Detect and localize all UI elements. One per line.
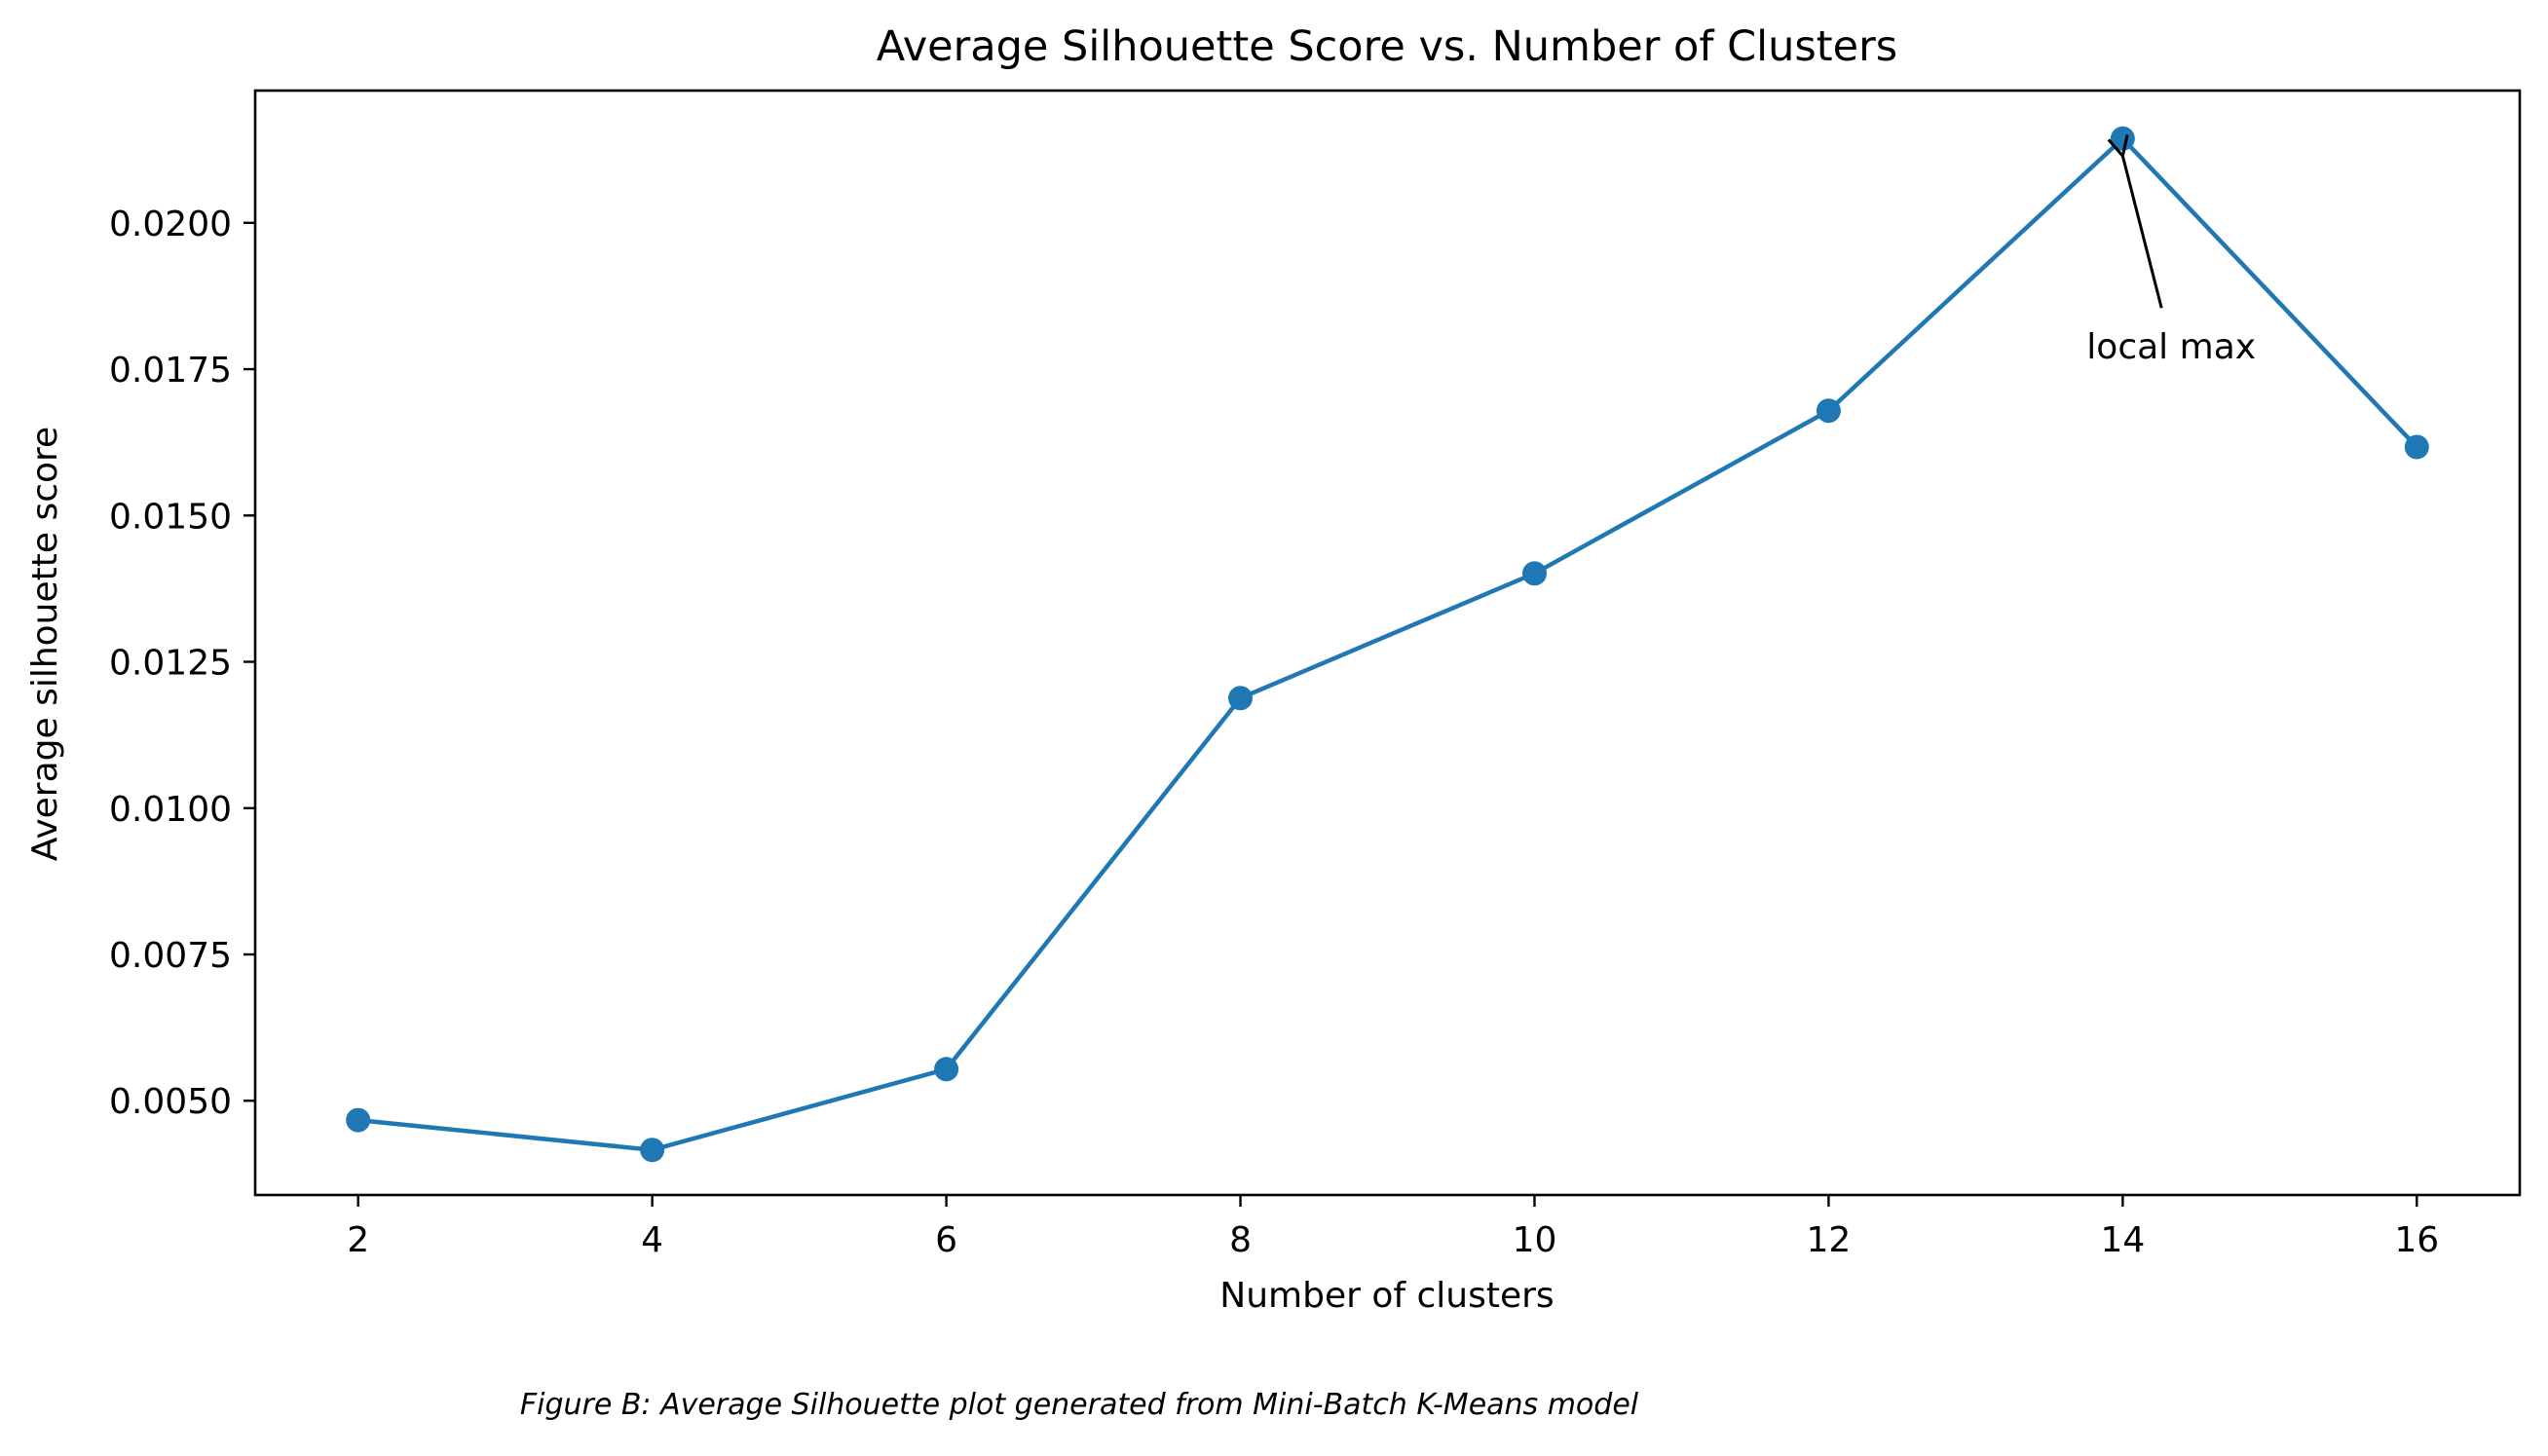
series-line [357,136,2418,1152]
y-tick-label: 0.0100 [109,790,232,830]
y-tick-label: 0.0125 [109,644,232,684]
annotation-arrow [2122,156,2163,309]
data-point [934,1057,959,1082]
annotation-label: local max [2086,327,2256,367]
x-tick-label: 4 [641,1220,663,1260]
y-axis-ticks: 0.0050 0.0075 0.0100 0.0125 0.0150 0.0175 0.02… [109,205,255,1122]
x-tick-label: 2 [347,1220,369,1260]
x-tick-label: 8 [1229,1220,1252,1260]
data-point [1816,398,1841,424]
x-tick-label: 12 [1807,1220,1852,1260]
chart-title: Average Silhouette Score vs. Number of C… [877,22,1897,71]
y-tick-label: 0.0075 [109,936,232,976]
data-point [2110,126,2135,151]
figure-caption: Figure B: Average Silhouette plot genera… [520,1388,1639,1422]
x-axis-ticks: 2 4 6 8 10 12 14 16 [347,1195,2439,1260]
y-tick-label: 0.0175 [109,351,232,391]
x-tick-label: 10 [1513,1220,1557,1260]
x-tick-label: 6 [935,1220,957,1260]
annotation: local max [2086,156,2256,367]
data-point [346,1107,371,1133]
y-tick-label: 0.0050 [109,1082,232,1122]
data-point [640,1138,665,1163]
x-tick-label: 16 [2394,1220,2439,1260]
plot-area-frame [253,89,2522,1197]
data-point [2404,434,2429,460]
x-tick-label: 14 [2100,1220,2145,1260]
y-tick-label: 0.0150 [109,497,232,537]
data-point [1521,561,1547,586]
plot-series [346,126,2429,1163]
x-axis-label: Number of clusters [1219,1276,1554,1316]
y-tick-label: 0.0200 [109,205,232,244]
data-point [1228,686,1254,711]
y-axis-label: Average silhouette score [25,427,65,861]
